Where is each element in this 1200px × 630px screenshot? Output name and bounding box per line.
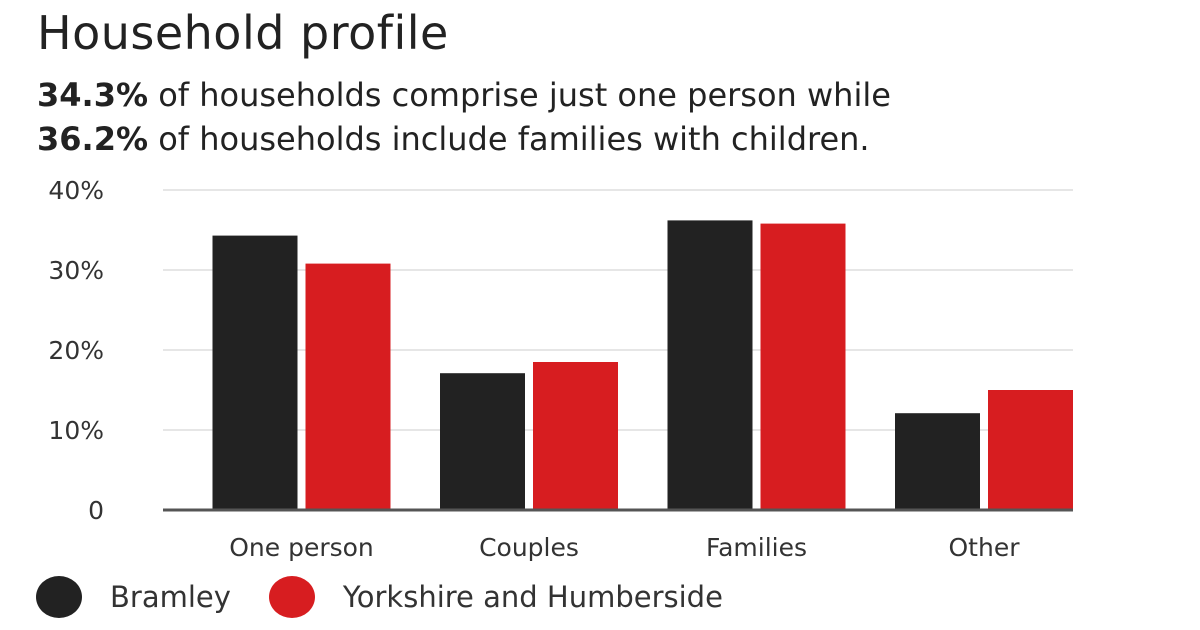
subtitle-stat-one-person: 34.3% [37,76,149,114]
subtitle-line-1: 34.3% of households comprise just one pe… [37,76,891,114]
y-tick-label: 30% [48,256,104,285]
legend-item-yorkshire: Yorkshire and Humberside [268,576,723,618]
subtitle-text-1: of households comprise just one person w… [148,76,891,114]
y-tick-label: 20% [48,336,104,365]
bar-bramley-2 [667,220,753,510]
bar-bramley-0 [212,235,298,510]
legend-label-yorkshire: Yorkshire and Humberside [342,580,723,614]
x-tick-label: Families [706,533,807,562]
subtitle-stat-families: 36.2% [37,120,149,158]
y-tick-label: 0 [88,496,104,525]
y-tick-label: 10% [48,416,104,445]
bar-yorkshire-3 [988,390,1073,510]
legend-item-bramley: Bramley [36,576,231,618]
subtitle-text-2: of households include families with chil… [148,120,870,158]
x-tick-label: One person [229,533,374,562]
chart-legend: Bramley Yorkshire and Humberside [36,574,761,620]
bar-yorkshire-1 [533,362,618,510]
legend-label-bramley: Bramley [110,580,231,614]
bar-bramley-1 [440,373,525,510]
x-tick-label: Couples [479,533,579,562]
bar-yorkshire-0 [305,263,391,510]
legend-swatch-yorkshire [268,576,315,618]
bar-bramley-3 [895,413,980,510]
bar-yorkshire-2 [760,223,846,510]
chart-title: Household profile [37,6,449,60]
y-tick-label: 40% [48,176,104,205]
x-tick-label: Other [949,533,1021,562]
subtitle-line-2: 36.2% of households include families wit… [37,120,870,158]
legend-swatch-bramley [36,576,82,618]
